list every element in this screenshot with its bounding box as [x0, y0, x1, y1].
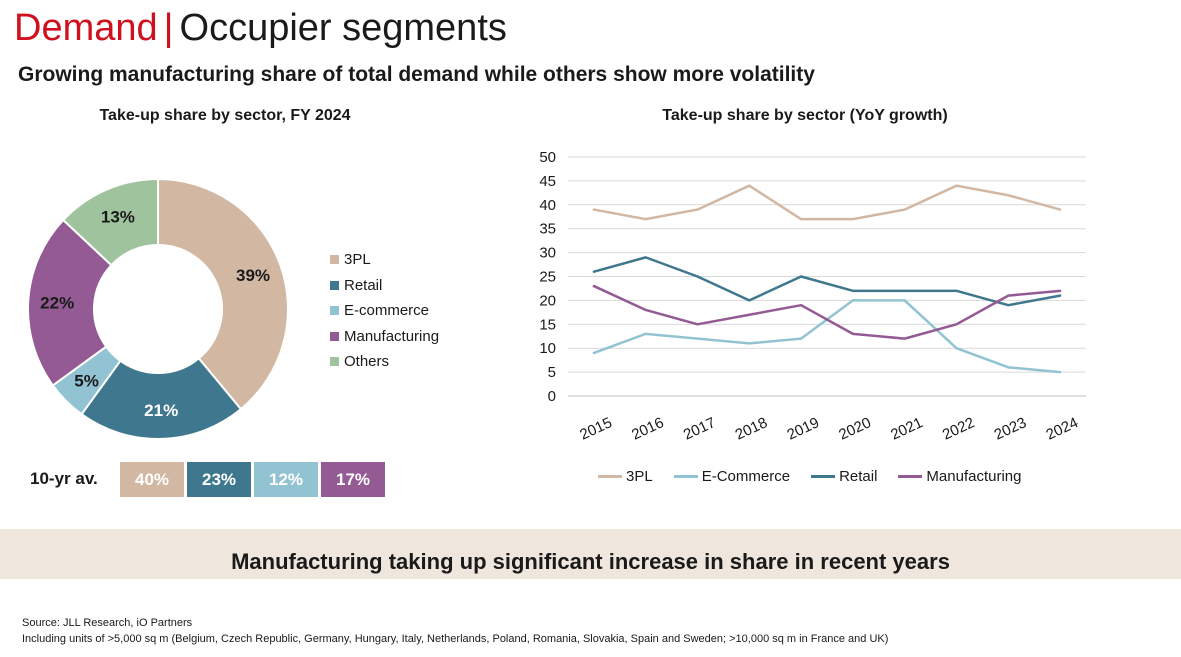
legend-item-ecommerce: E-Commerce: [673, 468, 791, 485]
legend-label: 3PL: [344, 251, 371, 269]
legend-label: E-commerce: [344, 302, 430, 320]
x-tick-label: 2024: [1043, 414, 1080, 444]
y-tick-label: 10: [539, 340, 556, 357]
x-tick-label: 2020: [836, 414, 873, 444]
avg-box-ecommerce: 12%: [254, 462, 318, 497]
source-note: Source: JLL Research, iO Partners Includ…: [22, 615, 888, 647]
legend-swatch: [330, 280, 339, 290]
page-title: Demand | Occupier segments: [14, 6, 507, 50]
y-tick-label: 30: [539, 245, 556, 262]
donut-legend: 3PL Retail E-commerce Manufacturing Othe…: [330, 247, 439, 375]
y-tick-label: 45: [539, 173, 556, 190]
series-line-e-commerce: [592, 299, 1062, 374]
line-chart-title: Take-up share by sector (YoY growth): [662, 107, 948, 124]
avg-box-manufacturing: 17%: [321, 462, 385, 497]
title-rest: Occupier segments: [179, 7, 507, 49]
title-accent: Demand: [14, 7, 158, 49]
y-tick-label: 50: [539, 149, 556, 166]
x-tick-label: 2016: [629, 414, 666, 444]
donut-data-label: 21%: [144, 401, 178, 420]
x-tick-label: 2023: [992, 414, 1029, 444]
x-tick-label: 2017: [681, 414, 718, 444]
legend-label: 3PL: [626, 468, 653, 485]
legend-item-3pl: 3PL: [330, 247, 439, 273]
legend-swatch: [330, 306, 339, 316]
legend-label: Retail: [344, 276, 383, 294]
series-line-3pl: [592, 184, 1062, 221]
donut-data-label: 13%: [101, 207, 135, 226]
source-line: Source: JLL Research, iO Partners: [22, 617, 193, 629]
legend-label: Manufacturing: [926, 468, 1022, 485]
ten-year-average-label: 10-yr av.: [30, 469, 98, 488]
x-tick-label: 2021: [888, 414, 925, 444]
y-tick-label: 0: [548, 388, 556, 405]
y-tick-label: 5: [548, 364, 556, 381]
donut-data-label: 22%: [40, 294, 74, 313]
donut-data-label: 5%: [74, 371, 99, 390]
title-separator: |: [163, 7, 174, 49]
coverage-note: Including units of >5,000 sq m (Belgium,…: [22, 633, 889, 645]
donut-chart: 39% 21% 5% 22% 13%: [27, 177, 289, 440]
series-line-manufacturing: [592, 284, 1062, 340]
y-tick-label: 15: [539, 316, 556, 333]
legend-item-manufacturing: Manufacturing: [898, 468, 1021, 485]
donut-slice-others: [61, 177, 159, 267]
legend-line: [898, 475, 923, 478]
legend-swatch: [330, 357, 339, 367]
page-subtitle: Growing manufacturing share of total dem…: [18, 63, 815, 86]
legend-swatch: [330, 331, 339, 341]
donut-slice-retail: [80, 356, 243, 440]
legend-line: [673, 475, 698, 478]
x-tick-label: 2022: [940, 414, 977, 444]
x-tick-label: 2015: [577, 414, 614, 444]
legend-label: Retail: [839, 468, 878, 485]
legend-item-3pl: 3PL: [598, 468, 653, 485]
line-legend: 3PL E-Commerce Retail Manufacturing: [598, 468, 1042, 485]
donut-slice-manufacturing: [27, 218, 113, 387]
x-tick-label: 2019: [784, 414, 821, 444]
legend-line: [598, 475, 622, 478]
series-line-retail: [592, 256, 1062, 307]
banner-text: Manufacturing taking up significant incr…: [231, 549, 950, 574]
y-tick-label: 35: [539, 221, 556, 238]
y-tick-label: 20: [539, 292, 556, 309]
legend-label: Manufacturing: [344, 327, 440, 345]
y-tick-label: 25: [539, 269, 556, 286]
legend-swatch: [330, 255, 339, 265]
y-tick-label: 40: [539, 197, 556, 214]
legend-label: Others: [344, 353, 390, 371]
donut-slice-3pl: [157, 177, 289, 411]
legend-item-retail: Retail: [330, 273, 439, 299]
legend-item-retail: Retail: [811, 468, 877, 485]
x-tick-label: 2018: [733, 414, 770, 444]
line-chart: 0 5 10 15 20 25 30 35 40 45 50 2015 2016 2017 2018 2019…: [539, 149, 1086, 444]
legend-label: E-Commerce: [701, 468, 791, 485]
legend-line: [811, 475, 836, 478]
avg-box-retail: 23%: [187, 462, 251, 497]
legend-item-others: Others: [330, 349, 439, 375]
donut-data-label: 39%: [236, 266, 270, 285]
legend-item-manufacturing: Manufacturing: [330, 324, 439, 350]
avg-box-3pl: 40%: [120, 462, 184, 497]
legend-item-ecommerce: E-commerce: [330, 298, 439, 324]
highlight-banner: Manufacturing taking up significant incr…: [0, 529, 1181, 579]
donut-chart-title: Take-up share by sector, FY 2024: [99, 107, 351, 124]
